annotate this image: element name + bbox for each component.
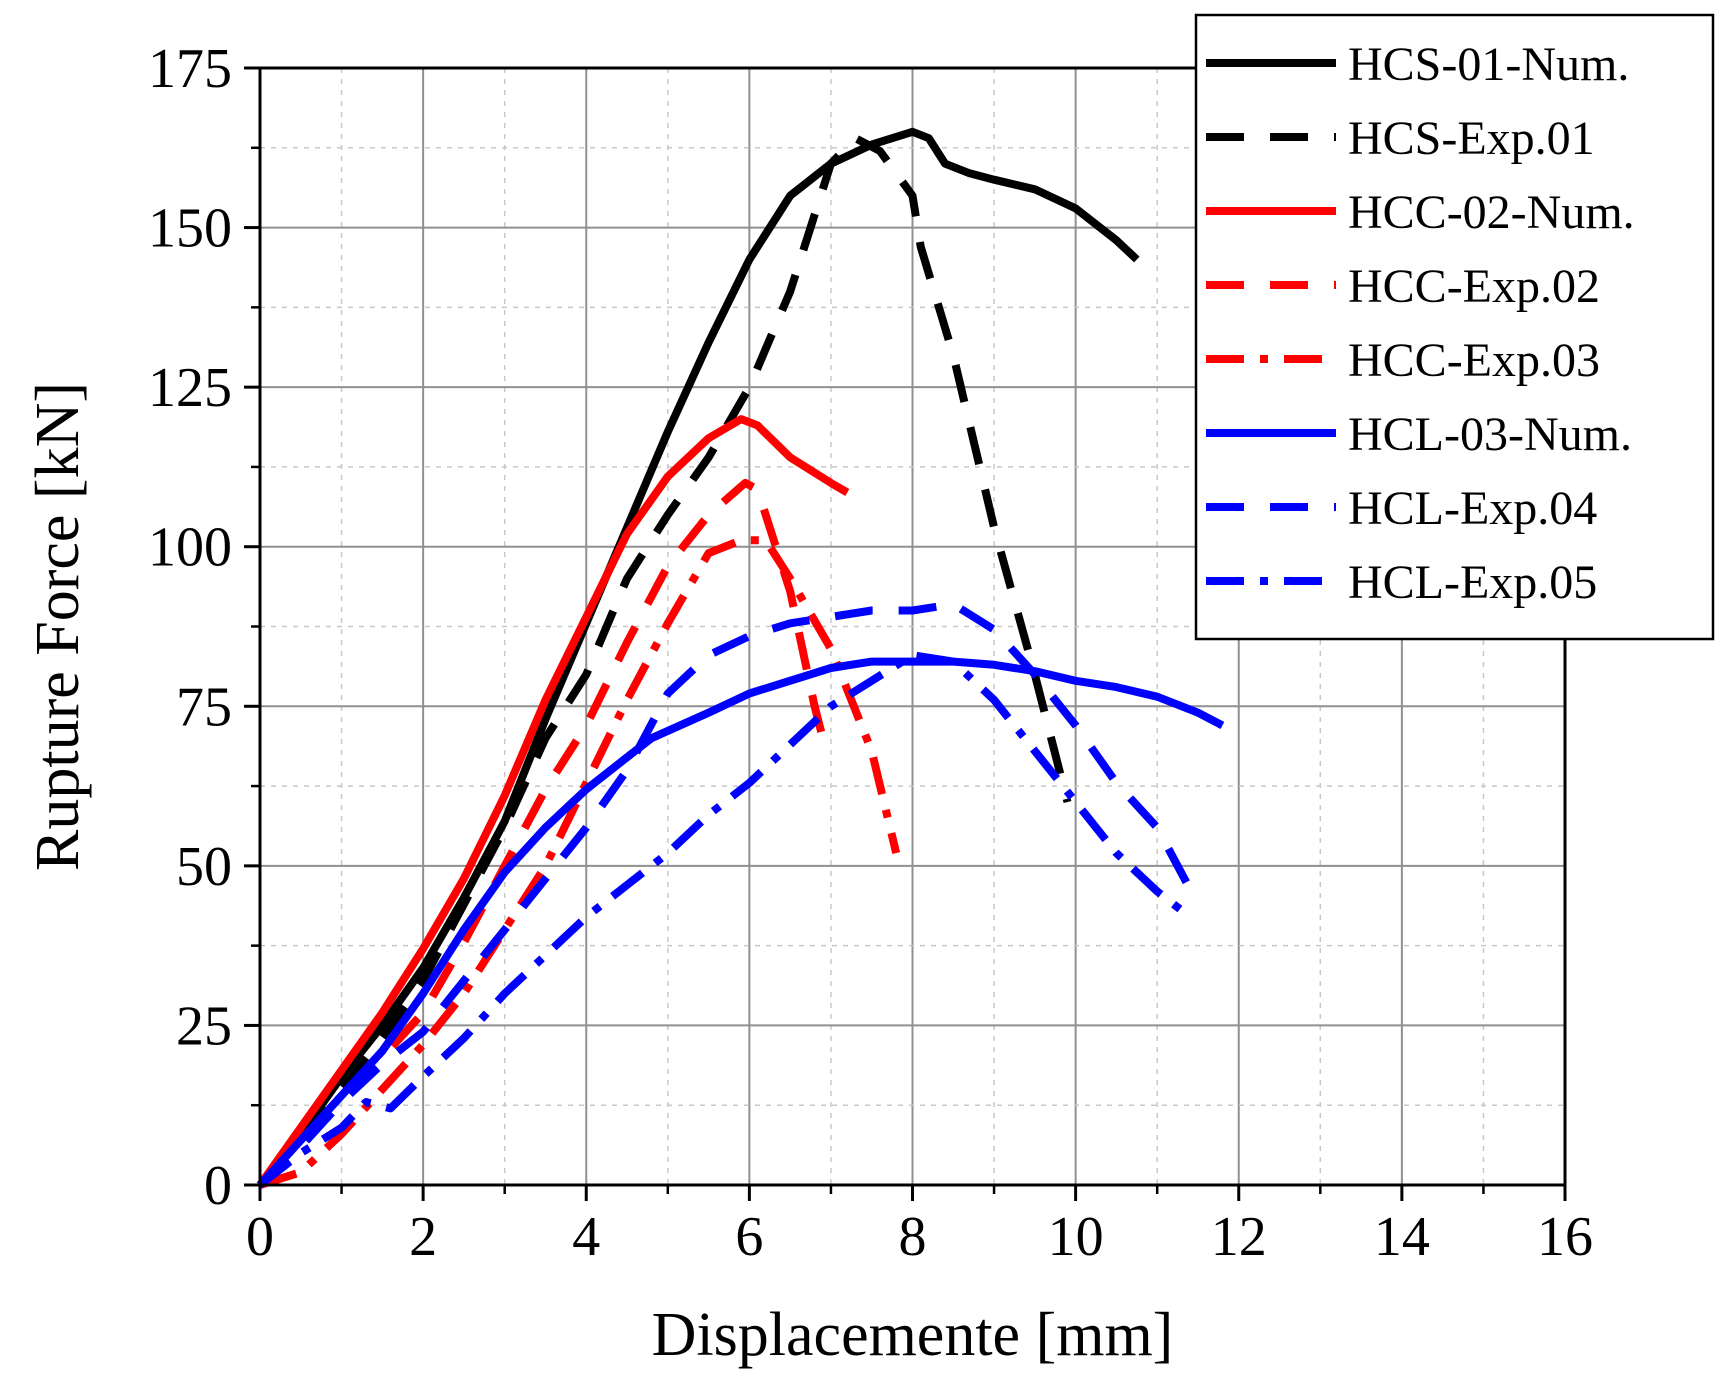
x-tick-label: 6: [735, 1206, 763, 1268]
x-tick-label: 10: [1048, 1206, 1104, 1268]
legend-label: HCS-01-Num.: [1348, 38, 1629, 91]
legend-label: HCS-Exp.01: [1348, 112, 1595, 165]
legend-label: HCC-02-Num.: [1348, 186, 1635, 239]
legend-label: HCC-Exp.03: [1348, 334, 1600, 387]
x-tick-label: 4: [572, 1206, 600, 1268]
legend-label: HCL-Exp.05: [1348, 556, 1597, 609]
legend-label: HCC-Exp.02: [1348, 260, 1600, 313]
x-axis-title: Displacemente [mm]: [652, 1301, 1174, 1369]
legend-label: HCL-03-Num.: [1348, 408, 1632, 461]
series-line-5: [258, 536, 901, 1189]
x-tick-label: 0: [246, 1206, 274, 1268]
x-tick-label: 2: [409, 1206, 437, 1268]
y-tick-label: 150: [148, 198, 232, 260]
y-tick-label: 175: [148, 38, 232, 100]
x-tick-label: 14: [1374, 1206, 1430, 1268]
series-line-2: [257, 134, 1072, 1188]
legend-label: HCL-Exp.04: [1348, 482, 1597, 535]
series-line-8: [257, 651, 1185, 1189]
series-line-3: [256, 415, 850, 1188]
x-tick-label: 16: [1537, 1206, 1593, 1268]
legend: HCS-01-Num. HCS-Exp.01 HCC-02-Num. HCC-Exp.…: [1194, 13, 1715, 641]
y-axis-title: Rupture Force [kN]: [24, 382, 92, 871]
series-line-1: [256, 127, 1140, 1188]
series-line-6: [257, 657, 1225, 1188]
legend-box: [1194, 13, 1715, 641]
plot-lines: [256, 127, 1225, 1189]
y-tick-label: 75: [176, 676, 232, 738]
y-tick-label: 50: [176, 836, 232, 898]
y-tick-label: 0: [204, 1155, 232, 1217]
y-tick-label: 125: [148, 357, 232, 419]
x-tick-label: 8: [899, 1206, 927, 1268]
y-tick-label: 25: [176, 995, 232, 1057]
y-tick-label: 100: [148, 517, 232, 579]
axis-ticks: 0 2 4 6 8 10 12 14 16 0 25 50 75 100 125 150 175: [148, 38, 1593, 1268]
x-tick-label: 12: [1211, 1206, 1267, 1268]
series-line-7: [257, 600, 1202, 1188]
